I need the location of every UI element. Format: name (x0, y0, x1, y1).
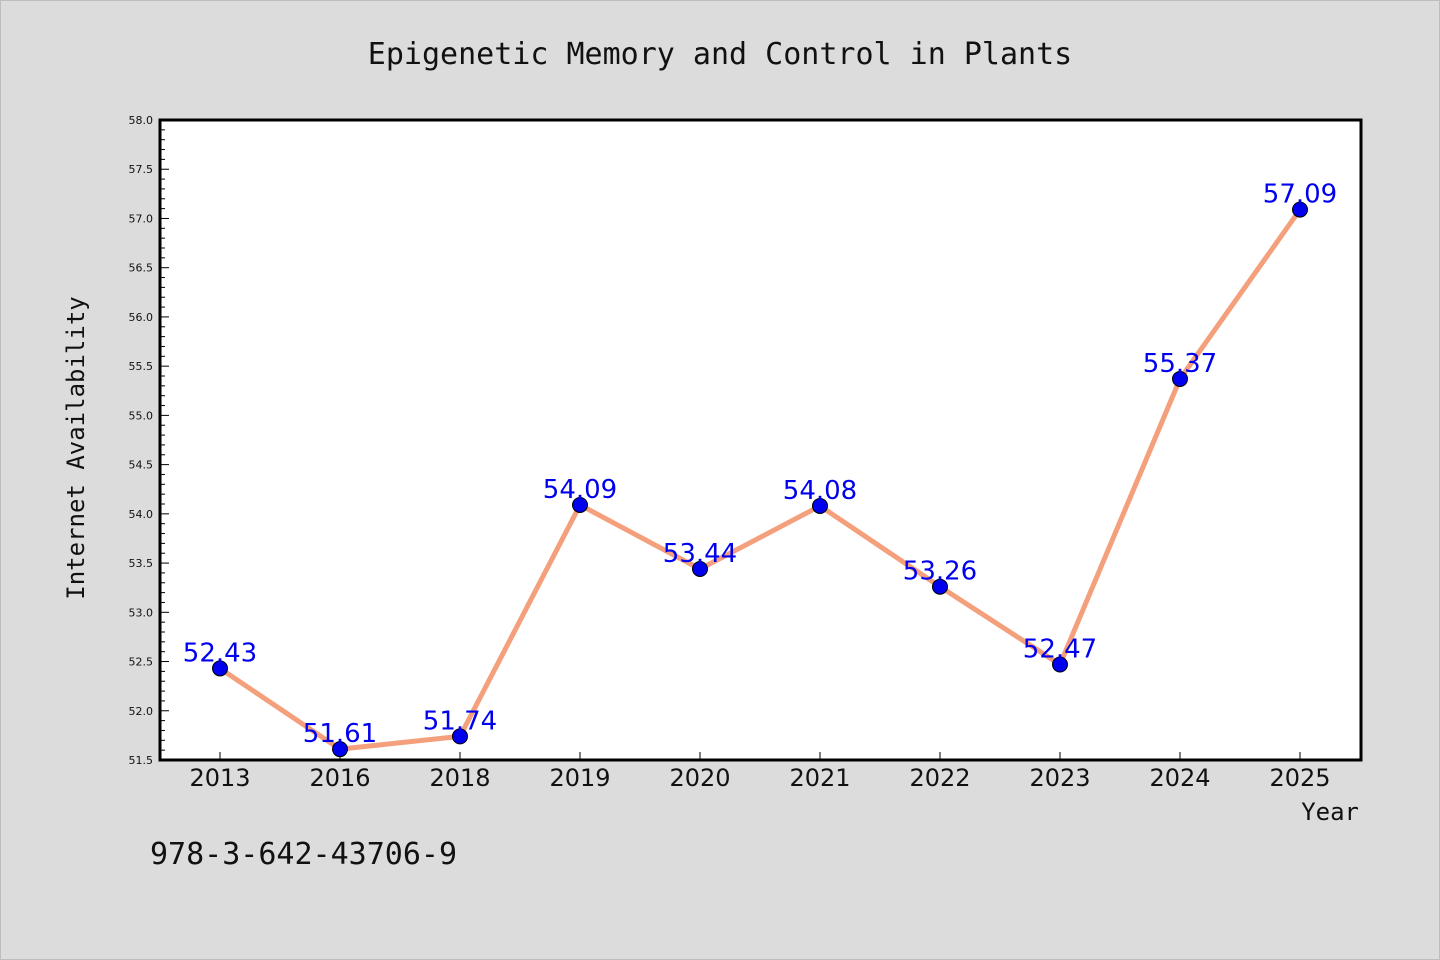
data-point (1292, 201, 1308, 218)
y-tick-label: 53.5 (129, 557, 154, 570)
y-axis-label: Internet Availability (62, 296, 90, 599)
data-label: 53.26 (903, 557, 977, 587)
data-point (812, 497, 828, 514)
data-label: 52.43 (183, 638, 257, 668)
x-tick-label: 2013 (189, 764, 250, 792)
plot-area (158, 118, 1363, 762)
y-tick-label: 52.5 (129, 656, 154, 669)
data-label: 53.44 (663, 539, 737, 569)
x-tick-label: 2019 (549, 764, 610, 792)
y-tick-label: 55.5 (129, 360, 154, 373)
data-label: 57.09 (1263, 180, 1337, 210)
data-point (452, 728, 468, 745)
x-tick-label: 2018 (429, 764, 490, 792)
y-tick-label: 54.0 (129, 508, 154, 521)
y-tick-label: 54.5 (129, 459, 154, 472)
series-line-path (217, 207, 1303, 752)
x-axis-label: Year (1301, 798, 1359, 826)
isbn-text: 978-3-642-43706-9 (150, 837, 457, 872)
data-point (212, 660, 228, 677)
y-tick-label: 53.0 (129, 606, 154, 619)
series-line (212, 201, 1308, 758)
y-tick-label: 52.0 (129, 705, 154, 718)
data-label: 52.47 (1023, 634, 1097, 664)
x-tick-label: 2021 (789, 764, 850, 792)
x-tick-label: 2024 (1149, 764, 1210, 792)
y-tick-label: 57.0 (129, 212, 154, 225)
data-point (932, 578, 948, 595)
x-tick-label: 2022 (909, 764, 970, 792)
x-tick-label: 2023 (1029, 764, 1090, 792)
y-axis: 51.5 52.0 52.5 53.0 53.5 54.0 54.5 55.0 55.5 56.0… (129, 114, 169, 767)
data-label: 54.09 (543, 475, 617, 505)
x-tick-label: 2016 (309, 764, 370, 792)
data-point (1172, 370, 1188, 387)
data-label: 55.37 (1143, 349, 1217, 379)
x-tick-label: 2020 (669, 764, 730, 792)
data-label: 51.74 (423, 706, 497, 736)
chart-title: Epigenetic Memory and Control in Plants (368, 37, 1072, 72)
y-tick-label: 56.5 (129, 262, 154, 275)
data-labels: 52.43 51.61 51.74 54.09 53.44 54.08 53.26 52.47… (183, 180, 1337, 750)
data-point (572, 496, 588, 513)
y-tick-label: 57.5 (129, 163, 154, 176)
data-point (332, 741, 348, 758)
data-point (692, 560, 708, 577)
y-tick-label: 58.0 (129, 114, 154, 127)
data-point (1052, 656, 1068, 673)
y-tick-label: 55.0 (129, 409, 154, 422)
data-label: 54.08 (783, 476, 857, 506)
x-axis: 2013 2016 2018 2019 2020 2021 2022 2023 2024 2025 (189, 752, 1331, 792)
y-tick-label: 51.5 (129, 754, 154, 767)
data-label: 51.61 (303, 719, 377, 749)
y-tick-label: 56.0 (129, 311, 154, 324)
x-tick-label: 2025 (1269, 764, 1330, 792)
